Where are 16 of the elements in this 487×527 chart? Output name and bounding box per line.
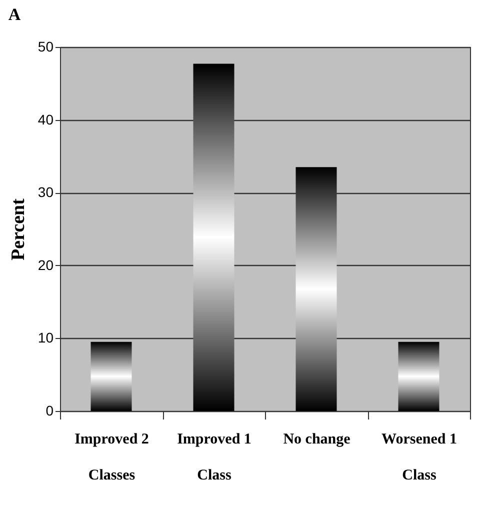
bar [398, 342, 440, 411]
bar [90, 342, 132, 411]
bar [296, 167, 337, 411]
y-tick-label: 10 [38, 330, 54, 346]
y-tick-label: 30 [38, 184, 54, 200]
chart-title: A [8, 5, 22, 24]
category-label: Improved 1 Class [177, 432, 252, 484]
y-tick-label: 20 [38, 256, 54, 273]
y-tick-label: 0 [46, 402, 54, 418]
y-tick-label: 50 [38, 38, 54, 54]
x-tick-label: No change [283, 432, 351, 448]
category-label: Improved 2 Classes [74, 432, 149, 484]
y-tick-label: 40 [38, 111, 54, 128]
category-label: Worsened 1 Class [382, 432, 457, 484]
bar [193, 64, 234, 411]
y-axis-title: Percent [8, 198, 29, 260]
